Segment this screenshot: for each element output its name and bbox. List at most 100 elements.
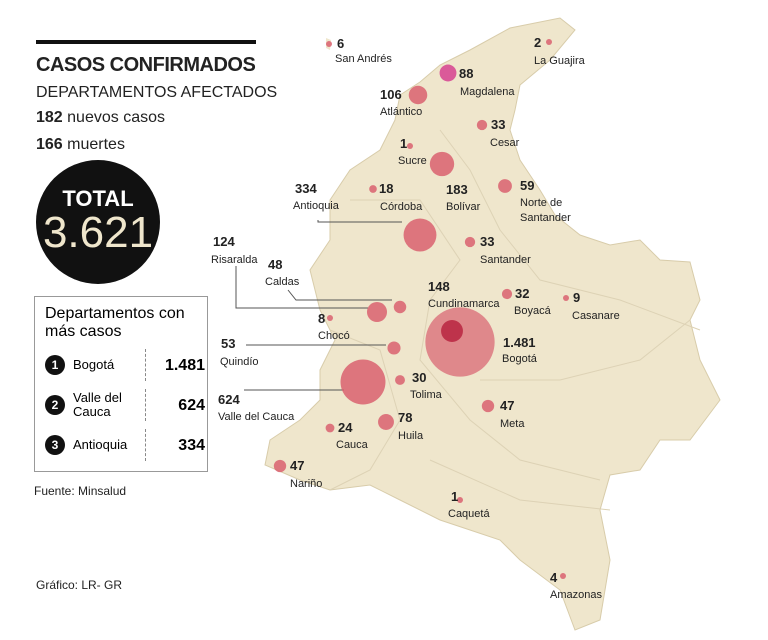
row-name: Valle del Cauca — [73, 390, 122, 419]
case-bubble — [408, 85, 428, 105]
case-bubble — [439, 64, 457, 82]
row-name: Bogotá — [73, 357, 115, 372]
department-name: Chocó — [318, 330, 350, 342]
case-bubble — [457, 497, 463, 503]
total-circle — [36, 160, 160, 284]
case-count: 8 — [318, 311, 326, 326]
row-divider — [145, 389, 146, 421]
department-name: Cauca — [336, 439, 368, 451]
department-name: Caldas — [265, 276, 300, 288]
department-name: Huila — [398, 430, 424, 442]
case-bubble — [476, 119, 488, 131]
deaths-value: 166 — [36, 136, 63, 153]
case-bubble — [387, 341, 401, 355]
top-row: 3 Antioquia 334 — [45, 429, 205, 461]
department-name: Córdoba — [380, 201, 423, 213]
case-count: 18 — [379, 181, 394, 196]
case-count: 47 — [290, 458, 305, 473]
rank: 1 — [45, 355, 65, 375]
case-bubble — [273, 459, 287, 473]
department-name: Magdalena — [460, 86, 515, 98]
total-value: 3.621 — [42, 208, 154, 257]
department-name: San Andrés — [335, 53, 392, 65]
case-count: 88 — [459, 66, 474, 81]
case-bubble — [395, 375, 405, 385]
department-name: Santander — [480, 254, 531, 266]
credit: Gráfico: LR- GR — [36, 578, 123, 592]
top-row: 1 Bogotá 1.481 — [45, 349, 205, 381]
case-count: 30 — [412, 370, 427, 385]
row-name: Antioquia — [73, 437, 128, 452]
case-count: 1 — [400, 136, 408, 151]
case-count: 6 — [337, 36, 345, 51]
department-name: Sucre — [398, 155, 427, 167]
rank: 3 — [45, 435, 65, 455]
top-box: Departamentos con más casos 1 Bogotá 1.481… — [34, 296, 208, 472]
deaths-label: muertes — [67, 136, 125, 153]
case-bubble — [407, 143, 413, 149]
case-bubble — [403, 218, 437, 252]
department-name: Casanare — [572, 310, 620, 322]
case-bubble — [340, 359, 386, 405]
case-bubble — [325, 423, 335, 433]
top-box-title: Departamentos con más casos — [45, 305, 185, 340]
department-name: Nariño — [290, 478, 323, 490]
source: Fuente: Minsalud — [34, 484, 127, 498]
total-label: TOTAL — [62, 186, 134, 211]
row-divider — [145, 349, 146, 381]
case-bubble — [464, 236, 476, 248]
new-cases-label: nuevos casos — [67, 109, 165, 126]
department-name: Caquetá — [448, 508, 490, 520]
department-borders — [329, 129, 701, 511]
department-name: Norte de Santander — [520, 197, 571, 224]
department-name: Quindío — [220, 356, 259, 368]
department-name: Cundinamarca — [428, 298, 500, 310]
case-count: 148 — [428, 279, 450, 294]
department-name: Antioquia — [293, 200, 339, 212]
department-name: Boyacá — [514, 305, 551, 317]
case-count: 33 — [491, 117, 506, 132]
case-bubble — [326, 41, 332, 47]
case-count: 2 — [534, 35, 542, 50]
case-count: 24 — [338, 420, 353, 435]
case-bubble — [425, 307, 495, 377]
case-bubble — [481, 399, 495, 413]
case-bubble — [369, 185, 377, 193]
case-count: 334 — [295, 181, 317, 196]
row-value: 334 — [178, 437, 205, 454]
new-cases-value: 182 — [36, 109, 63, 126]
case-bubble — [563, 295, 569, 301]
row-divider — [145, 429, 146, 461]
subtitle: DEPARTAMENTOS AFECTADOS — [36, 84, 278, 101]
case-bubble — [366, 301, 388, 323]
row-value: 624 — [178, 397, 205, 414]
case-count: 4 — [550, 570, 558, 585]
case-count: 624 — [218, 392, 240, 407]
new-cases: 182 nuevos casos — [36, 109, 165, 127]
department-name: Bogotá — [502, 353, 537, 365]
case-count: 1 — [451, 489, 459, 504]
case-bubble — [393, 300, 407, 314]
case-bubble — [378, 414, 394, 430]
department-name: Cesar — [490, 137, 520, 149]
department-name: Bolívar — [446, 201, 481, 213]
leader-lines — [235, 220, 402, 391]
department-name: Risaralda — [211, 254, 258, 266]
case-count: 9 — [573, 290, 581, 305]
case-bubble — [429, 151, 455, 177]
department-name: Valle del Cauca — [218, 411, 295, 423]
row-value: 1.481 — [164, 357, 205, 374]
case-count: 124 — [213, 234, 235, 249]
case-count: 53 — [221, 336, 236, 351]
top-row: 2 Valle del Cauca 624 — [45, 389, 205, 421]
case-bubble — [501, 288, 513, 300]
case-bubble — [498, 179, 512, 193]
case-bubble — [327, 315, 333, 321]
case-count: 32 — [515, 286, 530, 301]
case-bubble — [441, 320, 463, 342]
case-count: 1.481 — [503, 335, 536, 350]
deaths: 166 muertes — [36, 136, 125, 154]
title: CASOS CONFIRMADOS — [36, 54, 256, 76]
